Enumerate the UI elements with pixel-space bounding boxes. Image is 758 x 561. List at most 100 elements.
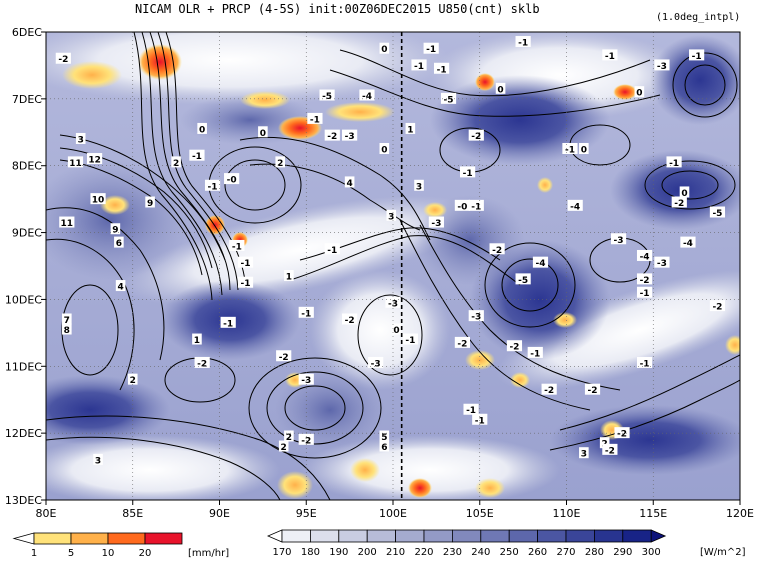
olr-colorbar-label: 170 (272, 547, 291, 558)
contour-label: -2 (276, 350, 292, 363)
y-tick-label: 10DEC (5, 293, 42, 306)
contour-label-box (224, 173, 240, 185)
contour-label-text: -1 (518, 39, 528, 49)
contour-label-box (680, 236, 696, 248)
contour-label: -3 (342, 129, 358, 142)
contour-label-box (75, 132, 86, 144)
contour-label-box (192, 333, 202, 345)
contour-label-box (654, 256, 670, 268)
precip-colorbar-label: 5 (68, 548, 74, 559)
contour-label: 1 (405, 122, 416, 135)
contour-label-box (379, 440, 390, 452)
contour-label: -2 (298, 433, 314, 446)
contour-label: -1 (515, 36, 531, 49)
contour-label-box (284, 270, 294, 282)
contour-label-box (379, 42, 390, 54)
contour-loop (672, 52, 738, 118)
contour-label-box (115, 280, 126, 292)
contour-label-text: -2 (345, 316, 355, 326)
contour-label-box (579, 143, 589, 154)
contour-label-text: -1 (669, 159, 679, 169)
contour-label: 3 (579, 447, 589, 460)
contour-label-box (359, 89, 375, 101)
precip-region (100, 195, 130, 215)
precip-region (408, 478, 432, 498)
contour-label-text: -1 (605, 52, 615, 62)
contour-label-box (385, 296, 401, 308)
contour-label-text: 4 (117, 283, 123, 293)
contour-label-text: -1 (640, 359, 650, 369)
precip-region (725, 335, 740, 355)
x-tick-label: 85E (122, 507, 143, 520)
contour-label: 2 (275, 156, 286, 169)
plot-area: 0 -1-1-1-3-1-2-5 -4-1-5-10 0-10 0 -2 -301-2-1 0… (46, 32, 740, 500)
contour-label: 0 (258, 126, 268, 139)
contour-label-text: 6 (381, 443, 387, 453)
contour-label-text: 8 (64, 326, 70, 336)
contour-labels: 0 -1-1-1-3-1-2-5 -4-1-5-10 0-10 0 -2 -301-2-1 0… (55, 36, 726, 466)
contour-label-box (654, 59, 670, 71)
contour-label-box (368, 356, 384, 368)
olr-colorbar-label: 260 (528, 547, 547, 558)
contour-label-box (414, 179, 424, 191)
contour-label: -1 (602, 49, 618, 62)
contour-label-text: 1 (194, 336, 200, 346)
olr-colorbar-label: 190 (329, 547, 348, 558)
contour-label-box (110, 223, 121, 235)
contour-label: 4 (344, 176, 355, 189)
contour-label: -4 (680, 236, 696, 249)
contour-label: 0 (495, 82, 506, 95)
precip-region (277, 471, 313, 499)
contour-label: -3 (468, 310, 484, 323)
contour-label-box (634, 86, 645, 98)
olr-colorbar-swatch (281, 529, 311, 543)
contour-label-box (636, 286, 653, 298)
contour-label-text: -0 (457, 202, 467, 212)
contour-label-text: -1 (475, 416, 485, 426)
contour-line (559, 354, 740, 431)
contour-label-text: -5 (518, 276, 528, 286)
olr-colorbar-label: 270 (556, 547, 575, 558)
contour-label-box (237, 256, 254, 268)
contour-label: -2 (55, 52, 71, 65)
contour-label-text: -2 (471, 132, 481, 142)
contour-line (399, 219, 591, 411)
contour-label-box (411, 59, 427, 71)
x-tick-label: 95E (296, 507, 317, 520)
contour-label: -2 (194, 356, 210, 369)
contour-label: -2 (324, 129, 340, 142)
contour-loop (661, 170, 719, 200)
chart-title: NICAM OLR + PRCP (4-5S) init:00Z06DEC201… (135, 2, 540, 16)
contour-loop (248, 357, 382, 459)
contour-label: 9 (145, 196, 155, 209)
contour-label-box (468, 199, 484, 211)
contour-line (149, 32, 231, 291)
contour-label-text: -2 (544, 386, 554, 396)
contour-line (329, 69, 661, 117)
contour-line (549, 379, 740, 451)
contour-loop (644, 160, 736, 210)
precip-region (537, 177, 553, 193)
contour-label-text: -2 (712, 303, 722, 313)
contour-label: 11 (59, 216, 75, 229)
contour-label: 0 (679, 186, 690, 199)
precip-colorbar-unit: [mm/hr] (188, 548, 229, 559)
y-tick-label: 6DEC (12, 26, 42, 39)
contour-label-box (610, 233, 627, 245)
contour-label-text: 0 (199, 125, 205, 135)
contour-label: 2 (127, 373, 138, 386)
x-tick-label: 90E (209, 507, 230, 520)
contour-label-box (636, 356, 653, 368)
olr-colorbar-max-arrow (650, 529, 667, 543)
contour-label-box (428, 216, 444, 228)
contour-label-text: 2 (130, 376, 136, 386)
contour-label-text: -1 (565, 146, 575, 156)
contour-label: 0 (379, 42, 390, 55)
contour-label: -2 (614, 427, 630, 440)
precip-region (613, 84, 637, 100)
contour-label-box (86, 153, 103, 165)
contour-label-text: -2 (674, 199, 684, 209)
contour-label: -5 (515, 273, 531, 286)
contour-label-text: 0 (681, 189, 687, 199)
contour-label: -2 (506, 340, 523, 353)
